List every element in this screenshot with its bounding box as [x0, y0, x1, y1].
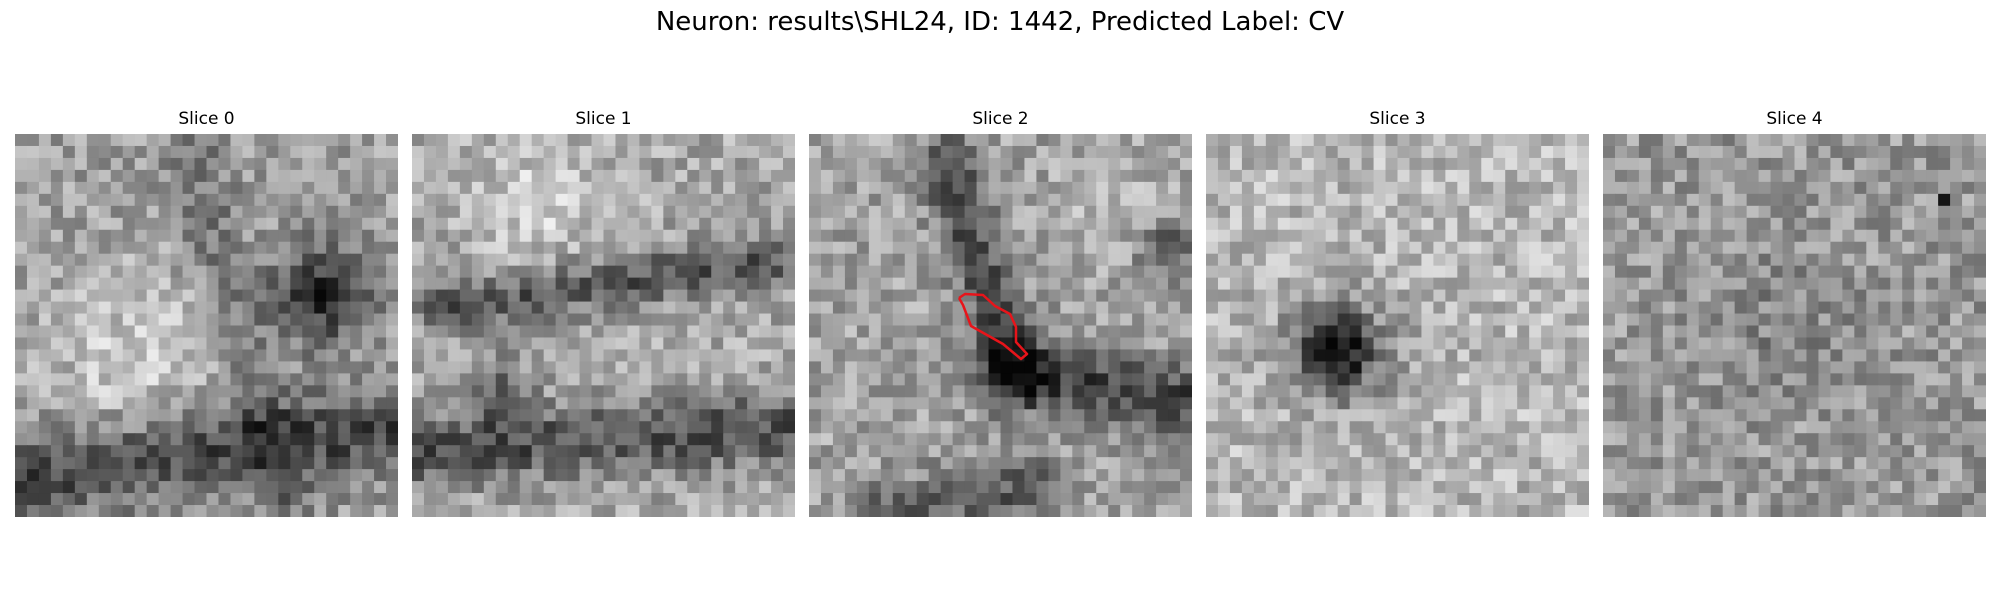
roi-outline — [957, 292, 1029, 361]
slice-panel-3: Slice 3 — [1206, 108, 1589, 517]
slice-panel-2: Slice 2 — [809, 108, 1192, 517]
slice-title: Slice 4 — [1766, 109, 1823, 129]
slice-panel-4: Slice 4 — [1603, 108, 1986, 517]
slice-title: Slice 0 — [178, 109, 235, 129]
slice-pixels — [15, 134, 398, 517]
slice-image — [1206, 134, 1589, 517]
figure-title: Neuron: results\SHL24, ID: 1442, Predict… — [655, 7, 1345, 37]
slice-pixels — [1206, 134, 1589, 517]
slice-image — [412, 134, 795, 517]
slice-title: Slice 1 — [575, 109, 632, 129]
slice-pixels — [809, 134, 1192, 517]
slice-pixels — [1603, 134, 1986, 517]
slice-title: Slice 2 — [972, 109, 1029, 129]
slice-panel-0: Slice 0 — [15, 108, 398, 517]
slice-image — [15, 134, 398, 517]
slice-image — [1603, 134, 1986, 517]
slice-pixels — [412, 134, 795, 517]
slice-panel-1: Slice 1 — [412, 108, 795, 517]
slice-image — [809, 134, 1192, 517]
slice-title: Slice 3 — [1369, 109, 1426, 129]
